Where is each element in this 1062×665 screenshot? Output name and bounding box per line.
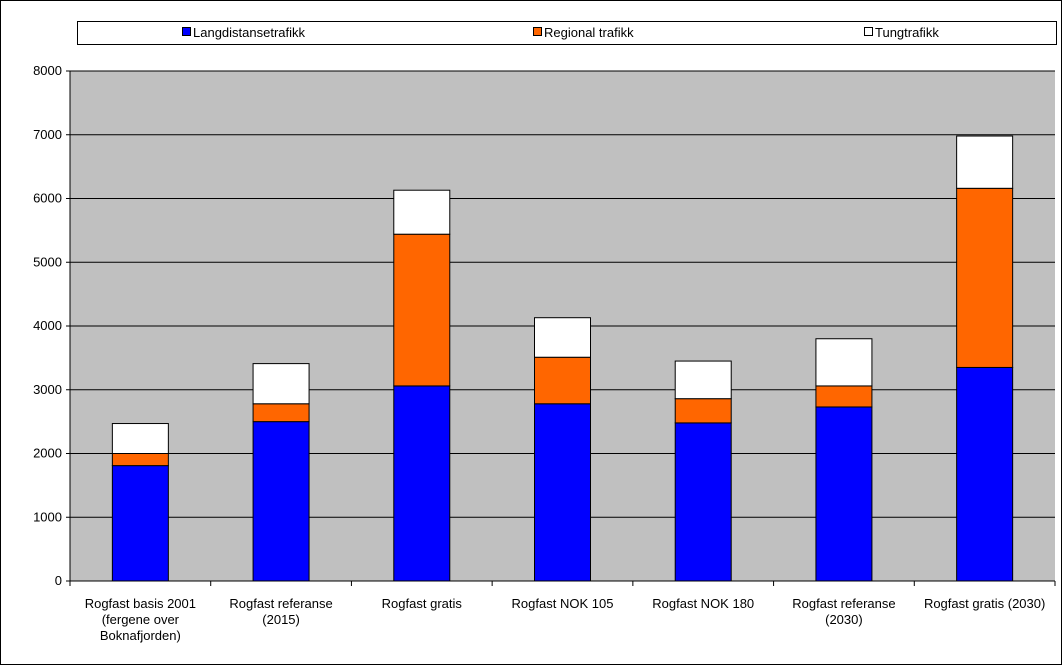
x-tick-label: Rogfast gratis (382, 596, 463, 611)
bar-regional-trafikk (111, 453, 169, 467)
y-tick-label: 6000 (33, 191, 62, 206)
y-tick-label: 2000 (33, 446, 62, 461)
bar-regional-trafikk (815, 385, 873, 408)
bar-tungtrafikk (393, 189, 451, 235)
x-tick-label: (fergene over (102, 612, 180, 627)
y-tick-label: 1000 (33, 509, 62, 524)
bar-langdistansetrafikk (815, 406, 873, 582)
x-tick-label: (2030) (825, 612, 863, 627)
bar-langdistansetrafikk (252, 421, 310, 582)
legend-label-tungtrafikk: Tungtrafikk (875, 25, 939, 40)
bar-langdistansetrafikk (956, 366, 1014, 582)
y-tick-label: 5000 (33, 254, 62, 269)
bar-langdistansetrafikk (393, 385, 451, 582)
x-tick-label: Rogfast gratis (2030) (924, 596, 1045, 611)
bar-regional-trafikk (534, 356, 591, 405)
legend: Langdistansetrafikk Regional trafikk Tun… (77, 21, 1057, 45)
bar-langdistansetrafikk (534, 403, 591, 582)
bar-langdistansetrafikk (111, 465, 169, 582)
legend-label-regional-trafikk: Regional trafikk (544, 25, 634, 40)
bar-regional-trafikk (252, 403, 310, 423)
x-tick-label: Rogfast basis 2001 (85, 596, 196, 611)
legend-item-langdistansetrafikk: Langdistansetrafikk (182, 25, 305, 40)
bar-tungtrafikk (674, 360, 732, 400)
x-tick-label: (2015) (262, 612, 300, 627)
legend-item-tungtrafikk: Tungtrafikk (864, 25, 939, 40)
x-tick-label: Rogfast referanse (792, 596, 895, 611)
bar-regional-trafikk (393, 233, 451, 387)
legend-item-regional-trafikk: Regional trafikk (533, 25, 634, 40)
y-tick-label: 3000 (33, 382, 62, 397)
y-tick-label: 0 (55, 573, 62, 588)
y-tick-label: 7000 (33, 127, 62, 142)
x-tick-label: Rogfast referanse (229, 596, 332, 611)
x-tick-label: Boknafjorden) (100, 628, 181, 643)
x-tick-label: Rogfast NOK 105 (512, 596, 614, 611)
bar-tungtrafikk (111, 423, 169, 455)
bar-tungtrafikk (252, 363, 310, 405)
bar-tungtrafikk (815, 338, 873, 387)
legend-swatch-orange (533, 27, 542, 36)
y-tick-label: 8000 (33, 63, 62, 78)
bar-regional-trafikk (674, 398, 732, 424)
x-tick-label: Rogfast NOK 180 (652, 596, 754, 611)
legend-label-langdistansetrafikk: Langdistansetrafikk (193, 25, 306, 40)
legend-swatch-white (864, 27, 873, 36)
y-tick-label: 4000 (33, 318, 62, 333)
legend-swatch-blue (182, 27, 191, 36)
bar-regional-trafikk (956, 187, 1014, 368)
bar-tungtrafikk (534, 317, 591, 358)
bar-langdistansetrafikk (674, 422, 732, 582)
bar-tungtrafikk (956, 135, 1014, 189)
